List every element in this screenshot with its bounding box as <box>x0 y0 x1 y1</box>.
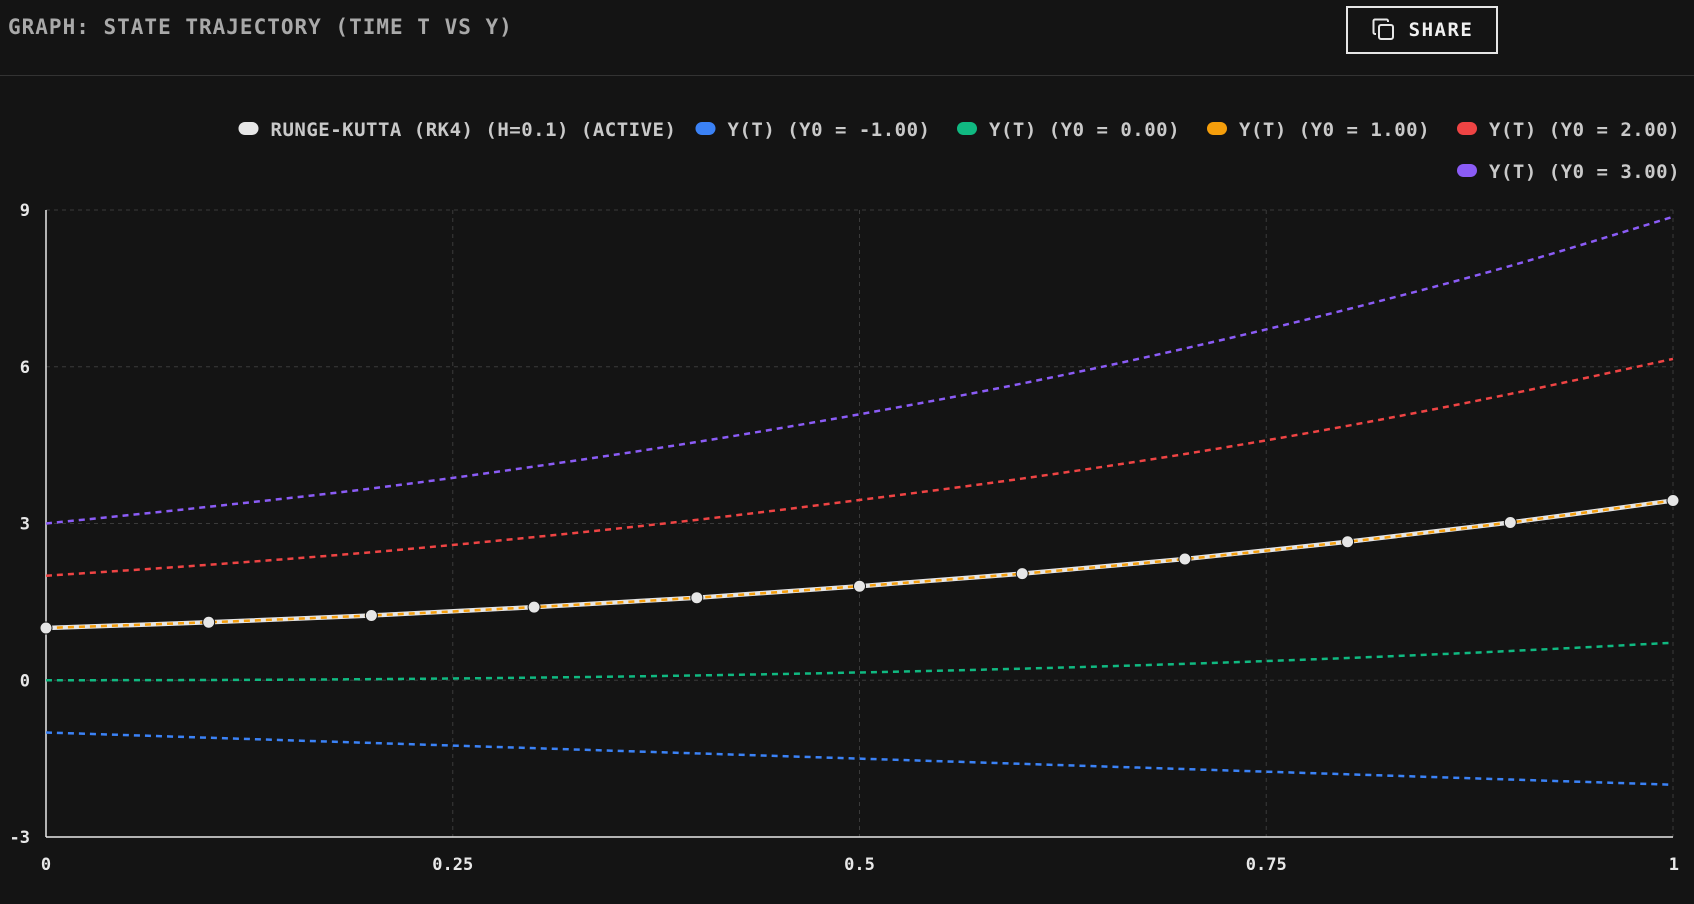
rk4-data-point[interactable] <box>853 579 866 593</box>
legend-label: Y(T) (Y0 = 0.00) <box>989 119 1180 141</box>
legend-label: Y(T) (Y0 = 1.00) <box>1239 119 1430 141</box>
series-line-y0-3 <box>45 357 1674 577</box>
y-tick-label: 6 <box>20 358 30 378</box>
x-tick-label: 0.5 <box>844 855 875 875</box>
series-line-y0-1 <box>45 641 1674 682</box>
rk4-data-point[interactable] <box>39 621 53 635</box>
rk4-data-point[interactable] <box>202 615 216 629</box>
rk4-data-point[interactable] <box>690 591 704 605</box>
legend-label: Y(T) (Y0 = 2.00) <box>1489 119 1680 141</box>
legend-swatch <box>695 122 716 135</box>
legend-label: Y(T) (Y0 = 3.00) <box>1489 161 1680 183</box>
copy-icon <box>1371 17 1397 43</box>
chart-legend: RUNGE-KUTTA (RK4) (H=0.1) (ACTIVE) Y(T) (… <box>238 119 1680 183</box>
x-tick-label: 1 <box>1669 855 1679 875</box>
chart-series <box>39 215 1680 786</box>
legend-item[interactable]: Y(T) (Y0 = 3.00) <box>1457 161 1680 183</box>
trajectory-chart: RUNGE-KUTTA (RK4) (H=0.1) (ACTIVE) Y(T) (… <box>10 119 1680 875</box>
x-tick-label: 0.75 <box>1246 855 1287 875</box>
x-tick-label: 0 <box>41 855 51 875</box>
legend-swatch <box>1457 122 1477 135</box>
x-tick-label: 0.25 <box>432 855 473 875</box>
chart-ticks: -3 0 3 6 9 0 0.25 0.5 0.75 1 <box>10 201 1679 875</box>
rk4-data-point[interactable] <box>364 608 378 622</box>
y-tick-label: 3 <box>20 515 30 535</box>
share-button-label: SHARE <box>1408 19 1474 41</box>
legend-swatch <box>957 122 977 135</box>
legend-swatch <box>1457 164 1477 177</box>
series-line-y0-0 <box>45 731 1674 786</box>
series-line-y0-4 <box>45 215 1674 525</box>
y-tick-label: 9 <box>20 201 30 221</box>
y-tick-label: -3 <box>10 828 30 848</box>
legend-item[interactable]: Y(T) (Y0 = 2.00) <box>1457 119 1680 141</box>
rk4-data-point[interactable] <box>527 600 541 614</box>
chart-area: RUNGE-KUTTA (RK4) (H=0.1) (ACTIVE) Y(T) (… <box>0 76 1694 900</box>
rk4-data-point[interactable] <box>1503 515 1517 529</box>
rk4-data-point[interactable] <box>1015 567 1029 581</box>
legend-item[interactable]: RUNGE-KUTTA (RK4) (H=0.1) (ACTIVE) <box>238 119 677 141</box>
share-button[interactable]: SHARE <box>1346 6 1498 54</box>
legend-swatch <box>238 122 259 135</box>
legend-item[interactable]: Y(T) (Y0 = 1.00) <box>1207 119 1430 141</box>
legend-item[interactable]: Y(T) (Y0 = -1.00) <box>695 119 931 141</box>
y-tick-label: 0 <box>20 671 30 691</box>
legend-label: Y(T) (Y0 = -1.00) <box>728 119 931 141</box>
legend-item[interactable]: Y(T) (Y0 = 0.00) <box>957 119 1180 141</box>
rk4-data-point[interactable] <box>1178 552 1192 566</box>
rk4-data-point[interactable] <box>1666 494 1680 508</box>
page-title: GRAPH: STATE TRAJECTORY (TIME T VS Y) <box>8 15 513 39</box>
header-bar: GRAPH: STATE TRAJECTORY (TIME T VS Y) SH… <box>0 0 1694 76</box>
rk4-data-point[interactable] <box>1341 535 1355 549</box>
chart-grid <box>46 209 1674 837</box>
legend-label: RUNGE-KUTTA (RK4) (H=0.1) (ACTIVE) <box>271 119 677 141</box>
legend-swatch <box>1207 122 1227 135</box>
